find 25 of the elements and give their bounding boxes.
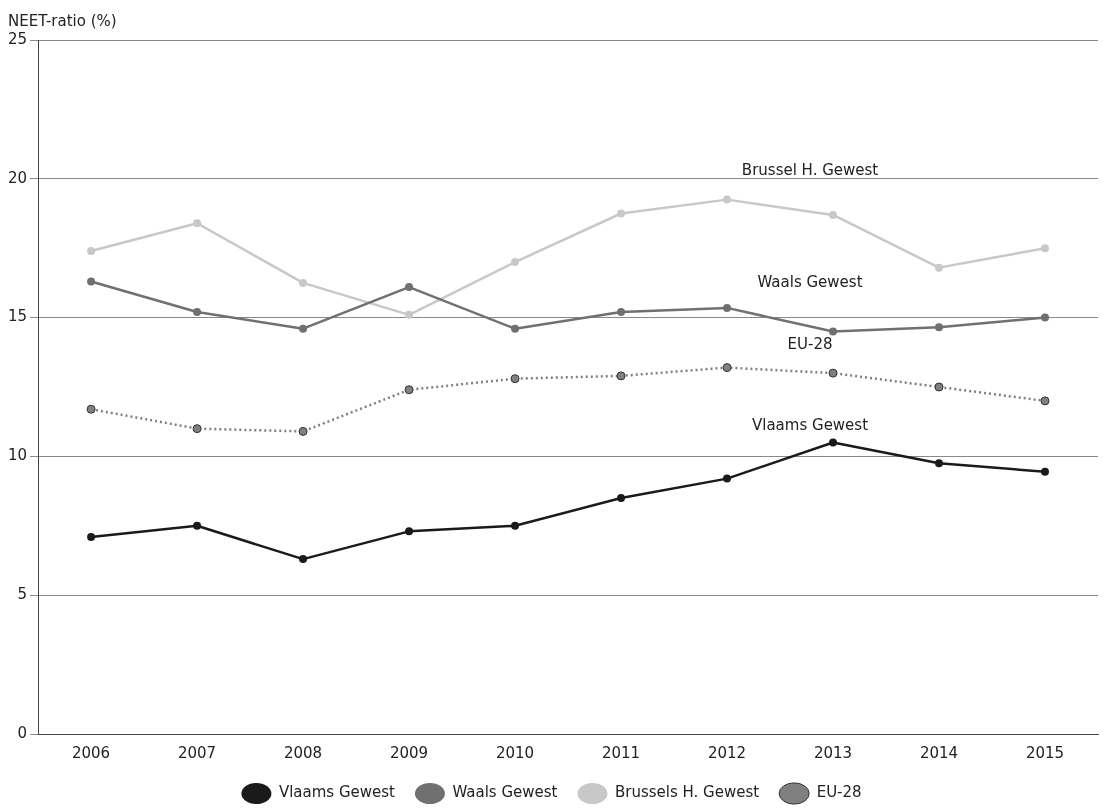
y-tick-label: 20 bbox=[7, 168, 28, 187]
x-tick-label: 2011 bbox=[601, 743, 641, 762]
annotation: EU-28 bbox=[787, 335, 833, 354]
x-tick-label: 2010 bbox=[495, 743, 535, 762]
x-tick-label: 2015 bbox=[1025, 743, 1065, 762]
x-tick-label: 2009 bbox=[389, 743, 429, 762]
legend-label: Vlaams Gewest bbox=[278, 783, 396, 802]
x-tick-label: 2013 bbox=[813, 743, 853, 762]
y-tick-label: 10 bbox=[7, 446, 28, 465]
x-tick-label: 2007 bbox=[177, 743, 217, 762]
legend-label: Waals Gewest bbox=[452, 783, 558, 802]
y-tick-label: 0 bbox=[17, 723, 28, 742]
annotation: Waals Gewest bbox=[757, 273, 863, 292]
y-axis-title: NEET-ratio (%) bbox=[8, 11, 117, 30]
x-tick-label: 2012 bbox=[707, 743, 747, 762]
legend-label: Brussels H. Gewest bbox=[614, 783, 760, 802]
y-tick-label: 5 bbox=[17, 585, 28, 604]
y-tick-label: 15 bbox=[7, 307, 28, 326]
x-tick-label: 2008 bbox=[283, 743, 323, 762]
annotation: Brussel H. Gewest bbox=[741, 160, 879, 179]
annotation: Vlaams Gewest bbox=[751, 416, 869, 435]
y-tick-label: 25 bbox=[7, 29, 28, 48]
legend-label: EU-28 bbox=[816, 783, 862, 802]
x-tick-label: 2014 bbox=[919, 743, 959, 762]
x-tick-label: 2006 bbox=[71, 743, 111, 762]
